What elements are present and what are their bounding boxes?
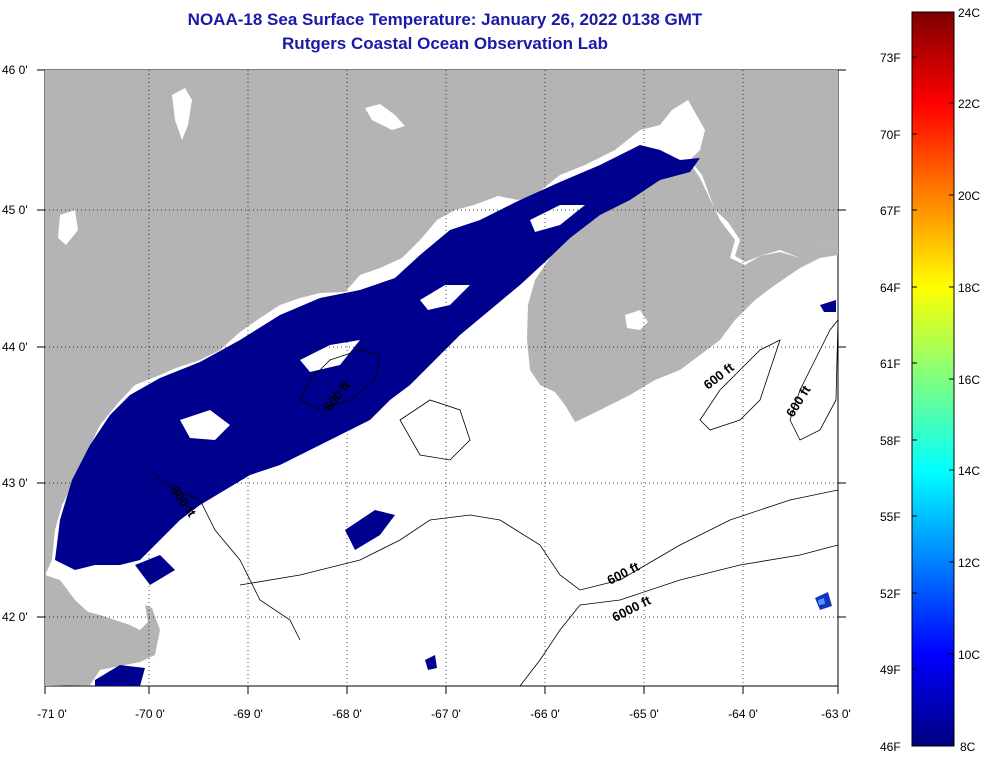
colorbar-c-label: 8C [960, 740, 976, 754]
cold-patch-4 [425, 655, 437, 670]
lon-label: -63 0' [821, 707, 851, 721]
colorbar-f-label: 49F [880, 663, 901, 677]
cold-patch-1 [345, 510, 395, 550]
lon-label: -70 0' [135, 707, 165, 721]
lon-label: -67 0' [431, 707, 461, 721]
lake-1 [172, 88, 192, 140]
colorbar-f-label: 46F [880, 740, 901, 754]
colorbar-c-label: 18C [958, 281, 980, 295]
cloud-patch-3 [420, 285, 470, 310]
map-subtitle: Rutgers Coastal Ocean Observation Lab [282, 34, 608, 53]
colorbar-c-label: 10C [958, 648, 980, 662]
contour-line-2 [299, 349, 381, 411]
colorbar-f-label: 52F [880, 587, 901, 601]
lon-label: -68 0' [332, 707, 362, 721]
colorbar-f-label: 61F [880, 357, 901, 371]
colorbar-c-label: 20C [958, 189, 980, 203]
colorbar-f-label: 70F [880, 128, 901, 142]
lat-label: 43 0' [2, 476, 28, 490]
colorbar-c-label: 16C [958, 373, 980, 387]
tick-marks [37, 69, 846, 694]
lon-label: -65 0' [629, 707, 659, 721]
land-cape-cod [45, 575, 160, 686]
colorbar-f-label: 55F [880, 510, 901, 524]
cloud-patch-2 [300, 340, 360, 372]
contour-line-3 [699, 339, 781, 431]
lon-label: -66 0' [530, 707, 560, 721]
contour-line-600 [239, 489, 838, 591]
graticule [45, 70, 838, 686]
cold-water-coastal-band [55, 145, 700, 570]
land-nova-scotia [527, 163, 838, 422]
colorbar-c-label: 14C [958, 464, 980, 478]
lon-label: -69 0' [233, 707, 263, 721]
colorbar [911, 11, 955, 747]
contour-line-5 [399, 399, 471, 461]
colorbar-fahrenheit-ticks [912, 56, 917, 670]
cold-patch-5 [820, 300, 836, 312]
colorbar-f-label: 64F [880, 281, 901, 295]
land-mainland [45, 70, 838, 575]
colorbar-c-label: 22C [958, 97, 980, 111]
lat-label: 45 0' [2, 203, 28, 217]
colorbar-c-label: 12C [958, 556, 980, 570]
contour-line-4 [789, 319, 838, 441]
cloud-patch-4 [530, 205, 585, 232]
cold-patch-2 [135, 555, 175, 585]
colorbar-celsius-ticks [949, 11, 954, 655]
ns-lake [625, 310, 648, 330]
lon-label: -64 0' [728, 707, 758, 721]
cold-patch-3 [95, 665, 145, 686]
colorbar-f-label: 73F [880, 51, 901, 65]
map-title: NOAA-18 Sea Surface Temperature: January… [187, 10, 703, 29]
lat-label: 44 0' [2, 340, 28, 354]
lake-3 [365, 104, 405, 130]
lat-label: 46 0' [2, 63, 28, 77]
colorbar-f-label: 58F [880, 434, 901, 448]
contour-line-6000 [519, 544, 838, 686]
lon-label: -71 0' [37, 707, 67, 721]
colorbar-c-label: 24C [958, 6, 980, 20]
warm-spot [818, 598, 825, 605]
cloud-patch-1 [180, 410, 230, 440]
lat-label: 42 0' [2, 610, 28, 624]
colorbar-f-label: 67F [880, 204, 901, 218]
lake-2 [58, 210, 78, 245]
